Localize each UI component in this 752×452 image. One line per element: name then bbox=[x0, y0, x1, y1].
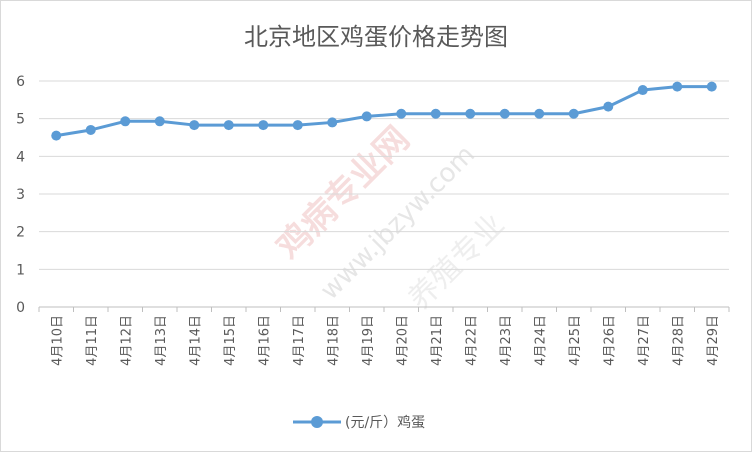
x-tick-label: 4月12日 bbox=[119, 315, 134, 366]
data-point bbox=[258, 120, 269, 131]
data-point bbox=[465, 108, 476, 119]
x-tick-label: 4月17日 bbox=[292, 315, 307, 366]
legend-marker bbox=[311, 416, 323, 428]
data-point bbox=[534, 108, 545, 119]
y-tick-label: 2 bbox=[16, 225, 25, 241]
x-tick-label: 4月22日 bbox=[464, 315, 479, 366]
x-tick-label: 4月26日 bbox=[602, 315, 617, 366]
x-tick-label: 4月28日 bbox=[671, 315, 686, 366]
x-tick-label: 4月19日 bbox=[361, 315, 376, 366]
y-tick-label: 1 bbox=[16, 262, 25, 278]
y-tick-label: 5 bbox=[16, 112, 25, 128]
data-point bbox=[499, 108, 510, 119]
y-tick-label: 4 bbox=[16, 149, 25, 165]
legend: (元/斤）鸡蛋 bbox=[293, 414, 425, 431]
chart-title: 北京地区鸡蛋价格走势图 bbox=[244, 23, 508, 51]
x-tick-label: 4月24日 bbox=[533, 315, 548, 366]
data-point bbox=[189, 120, 200, 131]
data-point bbox=[223, 120, 234, 131]
y-axis: 0 1 2 3 4 5 6 bbox=[16, 74, 25, 316]
x-tick-label: 4月16日 bbox=[257, 315, 272, 366]
x-tick-label: 4月11日 bbox=[85, 315, 100, 366]
data-point bbox=[292, 120, 303, 131]
data-point bbox=[361, 111, 372, 122]
y-tick-label: 0 bbox=[16, 300, 25, 316]
x-tick-label: 4月21日 bbox=[430, 315, 445, 366]
x-tick-label: 4月27日 bbox=[637, 315, 652, 366]
data-point bbox=[396, 108, 407, 119]
x-tick-label: 4月25日 bbox=[568, 315, 583, 366]
data-point bbox=[120, 116, 131, 127]
series-group bbox=[51, 81, 717, 141]
x-axis: 4月10日 4月11日 4月12日 4月13日 4月14日 4月15日 4月16日 4月17日… bbox=[38, 307, 730, 366]
series-line bbox=[56, 85, 712, 138]
x-tick-label: 4月14日 bbox=[188, 315, 203, 366]
data-point bbox=[672, 81, 683, 92]
data-point bbox=[430, 108, 441, 119]
watermark: 鸡病专业网 www.jbzyw.com 养殖专业 bbox=[269, 119, 511, 317]
x-tick-label: 4月18日 bbox=[326, 315, 341, 366]
data-point bbox=[706, 81, 717, 92]
y-tick-label: 3 bbox=[16, 187, 25, 203]
data-point bbox=[568, 108, 579, 119]
x-tick-label: 4月10日 bbox=[50, 315, 65, 366]
data-point bbox=[637, 85, 648, 96]
x-tick-label: 4月23日 bbox=[499, 315, 514, 366]
data-point bbox=[327, 117, 338, 128]
x-tick-label: 4月15日 bbox=[223, 315, 238, 366]
x-tick-label: 4月13日 bbox=[154, 315, 169, 366]
grid bbox=[39, 80, 729, 308]
x-tick-label: 4月29日 bbox=[706, 315, 721, 366]
data-point bbox=[154, 116, 165, 127]
data-point bbox=[85, 124, 96, 135]
legend-label: (元/斤）鸡蛋 bbox=[345, 414, 425, 431]
x-tick-label: 4月20日 bbox=[395, 315, 410, 366]
y-tick-label: 6 bbox=[16, 74, 25, 90]
data-point bbox=[603, 101, 614, 112]
data-point bbox=[51, 130, 62, 141]
